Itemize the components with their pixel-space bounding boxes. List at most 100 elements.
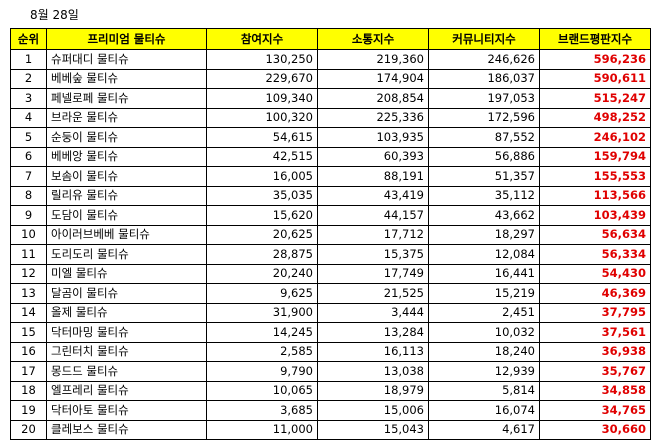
rank-cell: 13 <box>10 283 47 304</box>
rank-cell: 14 <box>10 302 47 323</box>
participation-index-cell: 15,620 <box>206 205 318 226</box>
community-index-cell: 12,939 <box>428 361 540 382</box>
rank-cell: 16 <box>10 341 47 362</box>
product-name-cell: 베베앙 물티슈 <box>46 146 207 167</box>
product-name-cell: 순둥이 물티슈 <box>46 127 207 148</box>
communication-index-cell: 18,979 <box>317 380 429 401</box>
product-name-cell: 그린터치 물티슈 <box>46 341 207 362</box>
table-body: 1 슈퍼대디 물티슈 130,250 219,360 246,626 596,236 2 베베… <box>10 49 651 440</box>
communication-index-cell: 15,006 <box>317 400 429 421</box>
participation-index-cell: 9,790 <box>206 361 318 382</box>
brand-reputation-index-cell: 34,765 <box>539 400 651 421</box>
product-name-cell: 닥터아토 물티슈 <box>46 400 207 421</box>
product-name-cell: 릴리유 물티슈 <box>46 185 207 206</box>
participation-index-cell: 3,685 <box>206 400 318 421</box>
communication-index-cell: 60,393 <box>317 146 429 167</box>
product-name-cell: 도리도리 물티슈 <box>46 244 207 265</box>
participation-index-cell: 20,625 <box>206 224 318 245</box>
brand-reputation-index-cell: 37,561 <box>539 322 651 343</box>
communication-index-cell: 44,157 <box>317 205 429 226</box>
community-index-cell: 186,037 <box>428 68 540 89</box>
participation-index-cell: 14,245 <box>206 322 318 343</box>
product-name-cell: 달곰이 물티슈 <box>46 283 207 304</box>
brand-reputation-index-cell: 596,236 <box>539 49 651 70</box>
table-row: 13 달곰이 물티슈 9,625 21,525 15,219 46,369 <box>10 283 651 304</box>
participation-index-cell: 11,000 <box>206 419 318 440</box>
table-row: 5 순둥이 물티슈 54,615 103,935 87,552 246,102 <box>10 127 651 148</box>
brand-reputation-index-cell: 155,553 <box>539 166 651 187</box>
table-row: 6 베베앙 물티슈 42,515 60,393 56,886 159,794 <box>10 146 651 167</box>
communication-index-cell: 3,444 <box>317 302 429 323</box>
table-row: 11 도리도리 물티슈 28,875 15,375 12,084 56,334 <box>10 244 651 265</box>
brand-reputation-index-cell: 56,634 <box>539 224 651 245</box>
product-name-cell: 올제 물티슈 <box>46 302 207 323</box>
product-name-cell: 페넬로페 물티슈 <box>46 88 207 109</box>
table-row: 7 보솜이 물티슈 16,005 88,191 51,357 155,553 <box>10 166 651 187</box>
brand-reputation-index-cell: 159,794 <box>539 146 651 167</box>
header-community: 커뮤니티지수 <box>428 28 540 50</box>
participation-index-cell: 2,585 <box>206 341 318 362</box>
community-index-cell: 4,617 <box>428 419 540 440</box>
header-brand: 브랜드평판지수 <box>539 28 651 50</box>
community-index-cell: 197,053 <box>428 88 540 109</box>
date-label: 8월 28일 <box>30 8 79 22</box>
rank-cell: 20 <box>10 419 47 440</box>
communication-index-cell: 21,525 <box>317 283 429 304</box>
communication-index-cell: 15,043 <box>317 419 429 440</box>
rank-cell: 10 <box>10 224 47 245</box>
participation-index-cell: 35,035 <box>206 185 318 206</box>
product-name-cell: 아이러브베베 물티슈 <box>46 224 207 245</box>
product-name-cell: 보솜이 물티슈 <box>46 166 207 187</box>
brand-reputation-index-cell: 37,795 <box>539 302 651 323</box>
participation-index-cell: 16,005 <box>206 166 318 187</box>
communication-index-cell: 43,419 <box>317 185 429 206</box>
community-index-cell: 172,596 <box>428 107 540 128</box>
communication-index-cell: 17,712 <box>317 224 429 245</box>
table-row: 18 엘프레리 물티슈 10,065 18,979 5,814 34,858 <box>10 380 651 401</box>
communication-index-cell: 219,360 <box>317 49 429 70</box>
community-index-cell: 43,662 <box>428 205 540 226</box>
product-name-cell: 슈퍼대디 물티슈 <box>46 49 207 70</box>
table-row: 10 아이러브베베 물티슈 20,625 17,712 18,297 56,634 <box>10 224 651 245</box>
brand-reputation-index-cell: 498,252 <box>539 107 651 128</box>
community-index-cell: 2,451 <box>428 302 540 323</box>
participation-index-cell: 54,615 <box>206 127 318 148</box>
communication-index-cell: 13,038 <box>317 361 429 382</box>
communication-index-cell: 174,904 <box>317 68 429 89</box>
communication-index-cell: 17,749 <box>317 263 429 284</box>
participation-index-cell: 229,670 <box>206 68 318 89</box>
participation-index-cell: 109,340 <box>206 88 318 109</box>
rank-cell: 17 <box>10 361 47 382</box>
header-row: 순위 프리미엄 물티슈 참여지수 소통지수 커뮤니티지수 브랜드평판지수 <box>10 28 651 50</box>
rank-cell: 8 <box>10 185 47 206</box>
community-index-cell: 35,112 <box>428 185 540 206</box>
brand-reputation-index-cell: 54,430 <box>539 263 651 284</box>
table-row: 14 올제 물티슈 31,900 3,444 2,451 37,795 <box>10 302 651 323</box>
brand-reputation-index-cell: 46,369 <box>539 283 651 304</box>
community-index-cell: 15,219 <box>428 283 540 304</box>
communication-index-cell: 103,935 <box>317 127 429 148</box>
community-index-cell: 246,626 <box>428 49 540 70</box>
community-index-cell: 56,886 <box>428 146 540 167</box>
product-name-cell: 브라운 물티슈 <box>46 107 207 128</box>
table-row: 17 몽드드 물티슈 9,790 13,038 12,939 35,767 <box>10 361 651 382</box>
table-row: 3 페넬로페 물티슈 109,340 208,854 197,053 515,247 <box>10 88 651 109</box>
rank-cell: 15 <box>10 322 47 343</box>
participation-index-cell: 31,900 <box>206 302 318 323</box>
communication-index-cell: 208,854 <box>317 88 429 109</box>
participation-index-cell: 28,875 <box>206 244 318 265</box>
participation-index-cell: 20,240 <box>206 263 318 284</box>
participation-index-cell: 100,320 <box>206 107 318 128</box>
communication-index-cell: 16,113 <box>317 341 429 362</box>
community-index-cell: 16,074 <box>428 400 540 421</box>
brand-reputation-index-cell: 56,334 <box>539 244 651 265</box>
community-index-cell: 5,814 <box>428 380 540 401</box>
product-name-cell: 베베숲 물티슈 <box>46 68 207 89</box>
participation-index-cell: 130,250 <box>206 49 318 70</box>
product-name-cell: 몽드드 물티슈 <box>46 361 207 382</box>
community-index-cell: 51,357 <box>428 166 540 187</box>
communication-index-cell: 225,336 <box>317 107 429 128</box>
rank-cell: 11 <box>10 244 47 265</box>
ranking-table: 순위 프리미엄 물티슈 참여지수 소통지수 커뮤니티지수 브랜드평판지수 1 슈퍼… <box>10 28 651 440</box>
rank-cell: 7 <box>10 166 47 187</box>
